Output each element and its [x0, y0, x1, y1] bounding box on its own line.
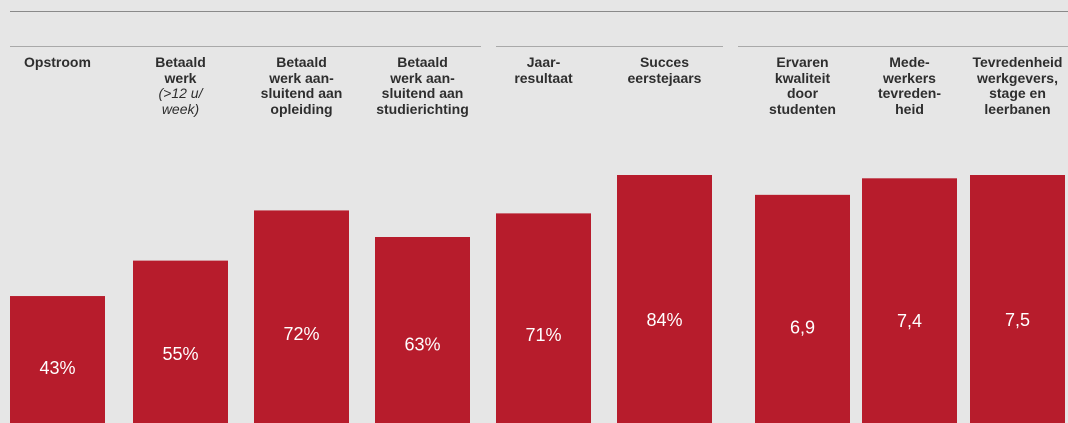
group-rule-satisfaction — [738, 46, 1068, 47]
category-sublabel: (>12 u/week) — [158, 85, 203, 117]
data-label: 71% — [525, 325, 561, 345]
bar — [254, 210, 349, 423]
category-label: Jaar-resultaat — [514, 54, 573, 86]
bar — [375, 237, 470, 423]
category-header: Betaald werk (>12 u/week) — [121, 54, 240, 117]
category-header: Betaald werk aan-sluitend aan studierichti… — [363, 54, 482, 117]
data-label: 43% — [39, 358, 75, 378]
top-rule — [10, 11, 1068, 12]
bar — [970, 175, 1065, 423]
data-label: 63% — [404, 335, 440, 355]
data-label: 7,5 — [1005, 310, 1030, 330]
bar — [617, 175, 712, 423]
category-label: Opstroom — [24, 54, 91, 70]
data-label: 84% — [646, 310, 682, 330]
bar — [862, 178, 957, 423]
category-label: Tevredenheid werkgevers, stage en leerbanen — [972, 54, 1063, 117]
group-rule-study-results — [496, 46, 723, 47]
category-header: Tevredenheid werkgevers, stage en leerbanen — [958, 54, 1068, 117]
data-label: 72% — [283, 324, 319, 344]
data-label: 6,9 — [790, 318, 815, 338]
category-header: Betaald werk aan-sluitend aan opleiding — [242, 54, 361, 117]
bar — [496, 213, 591, 423]
category-header: Ervaren kwaliteit door studenten — [743, 54, 862, 117]
category-label: Succes eerstejaars — [627, 54, 702, 86]
category-header: Mede-werkers tevreden-heid — [850, 54, 969, 117]
category-header: Opstroom — [0, 54, 117, 71]
category-label: Mede-werkers tevreden-heid — [877, 54, 942, 117]
data-label: 55% — [162, 344, 198, 364]
bar — [755, 194, 850, 423]
category-label: Betaald werk aan-sluitend aan opleiding — [260, 54, 343, 117]
group-rule-employment — [10, 46, 481, 47]
category-label: Betaald werk — [155, 54, 206, 86]
bar — [10, 296, 105, 423]
data-label: 7,4 — [897, 311, 922, 331]
bar — [133, 260, 228, 423]
category-header: Succes eerstejaars — [605, 54, 724, 86]
category-label: Ervaren kwaliteit door studenten — [769, 54, 836, 117]
category-label: Betaald werk aan-sluitend aan studierichti… — [376, 54, 469, 117]
category-header: Jaar-resultaat — [484, 54, 603, 86]
